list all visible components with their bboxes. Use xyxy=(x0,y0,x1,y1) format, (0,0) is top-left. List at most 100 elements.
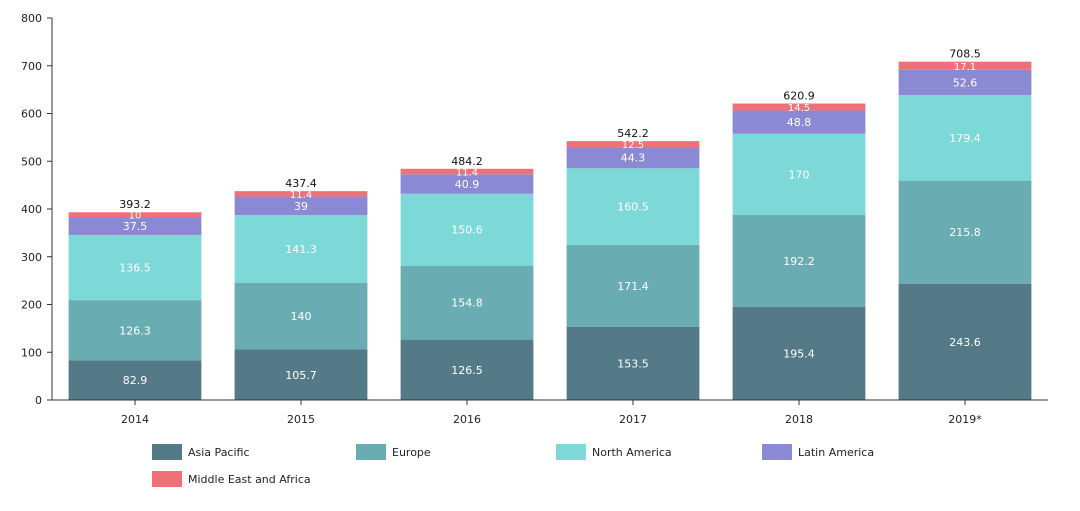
bar-segment xyxy=(732,133,866,215)
total-label: 620.9 xyxy=(783,90,815,103)
segment-label: 215.8 xyxy=(949,226,981,239)
segment-label: 154.8 xyxy=(451,297,483,310)
segment-label: 126.3 xyxy=(119,324,151,337)
total-label: 393.2 xyxy=(119,198,151,211)
legend-swatch xyxy=(152,471,182,487)
segment-label: 153.5 xyxy=(617,357,649,370)
bar-segment xyxy=(898,61,1032,70)
legend-item: Middle East and Africa xyxy=(152,471,311,487)
bar-segment xyxy=(68,212,202,218)
x-tick-label: 2019* xyxy=(948,413,982,426)
bar-segment xyxy=(68,300,202,361)
segment-label: 40.9 xyxy=(455,178,480,191)
y-tick-label: 700 xyxy=(21,60,42,73)
bar-segment xyxy=(732,103,866,111)
legend-item: Europe xyxy=(356,444,431,460)
bar-segment xyxy=(234,215,368,283)
segment-label: 150.6 xyxy=(451,224,483,237)
segment-label: 126.5 xyxy=(451,364,483,377)
segment-label: 140 xyxy=(291,310,312,323)
segment-label: 37.5 xyxy=(123,220,148,233)
bar-segment xyxy=(732,306,866,400)
y-tick-label: 100 xyxy=(21,346,42,359)
segment-label: 170 xyxy=(789,168,810,181)
segment-label: 105.7 xyxy=(285,369,317,382)
x-tick-label: 2014 xyxy=(121,413,149,426)
x-tick-label: 2018 xyxy=(785,413,813,426)
segment-label: 17.1 xyxy=(954,62,976,73)
x-tick-label: 2016 xyxy=(453,413,481,426)
segment-label: 48.8 xyxy=(787,116,812,129)
legend-swatch xyxy=(556,444,586,460)
legend-label: Europe xyxy=(392,445,431,459)
legend-swatch xyxy=(356,444,386,460)
y-tick-label: 500 xyxy=(21,155,42,168)
legend-item: Latin America xyxy=(762,444,874,460)
legend-item: North America xyxy=(556,444,672,460)
y-tick-label: 300 xyxy=(21,251,42,264)
segment-label: 136.5 xyxy=(119,262,151,275)
legend-item: Asia Pacific xyxy=(152,444,250,460)
segment-label: 192.2 xyxy=(783,255,815,268)
segment-label: 14.5 xyxy=(788,103,810,114)
x-tick-label: 2017 xyxy=(619,413,647,426)
bar-segment xyxy=(898,94,1032,181)
bar-segment xyxy=(732,214,866,307)
legend-label: Middle East and Africa xyxy=(188,472,311,486)
segment-label: 39 xyxy=(294,200,308,213)
bar-segment xyxy=(400,174,534,194)
segment-label: 82.9 xyxy=(123,374,148,387)
segment-label: 179.4 xyxy=(949,132,981,145)
segment-label: 10 xyxy=(129,211,142,222)
legend-swatch xyxy=(762,444,792,460)
y-tick-label: 0 xyxy=(35,394,42,407)
y-axis: 0 100 200 300 400 500 600 700 800 xyxy=(21,12,53,407)
bar-segment xyxy=(566,168,700,245)
bar-segment xyxy=(898,180,1032,284)
segment-label: 52.6 xyxy=(953,76,978,89)
legend-swatch xyxy=(152,444,182,460)
bar-segment xyxy=(732,110,866,134)
bar-segment xyxy=(566,141,700,148)
y-tick-label: 800 xyxy=(21,12,42,25)
total-label: 484.2 xyxy=(451,155,483,168)
y-tick-label: 200 xyxy=(21,299,42,312)
segment-label: 243.6 xyxy=(949,336,981,349)
segment-label: 12.5 xyxy=(622,140,644,151)
bar-segment xyxy=(566,244,700,327)
bar-segment xyxy=(898,283,1032,400)
segment-label: 11.4 xyxy=(290,190,312,201)
total-label: 542.2 xyxy=(617,127,649,140)
legend-label: Asia Pacific xyxy=(188,445,250,459)
bar-segment xyxy=(400,339,534,400)
segment-label: 11.4 xyxy=(456,168,478,179)
stacked-bar-chart: 0 100 200 300 400 500 600 700 800 82.9 126.3 136.5… xyxy=(21,12,1048,426)
segment-label: 195.4 xyxy=(783,347,815,360)
bar-segment xyxy=(898,69,1032,95)
bar-segment xyxy=(566,147,700,169)
y-tick-label: 400 xyxy=(21,203,42,216)
bar-segment xyxy=(400,265,534,340)
total-label: 437.4 xyxy=(285,177,317,190)
x-axis: 2014 2015 2016 2017 2018 2019* xyxy=(52,399,1048,426)
bar-segment xyxy=(234,196,368,216)
bar-segment xyxy=(68,360,202,400)
y-tick-label: 600 xyxy=(21,108,42,121)
bar-segment xyxy=(566,326,700,400)
segment-label: 171.4 xyxy=(617,280,649,293)
bar-segment xyxy=(68,234,202,301)
segment-label: 44.3 xyxy=(621,152,646,165)
segment-label: 141.3 xyxy=(285,243,317,256)
bar-segment xyxy=(234,191,368,197)
bar-segment xyxy=(400,168,534,175)
legend-label: Latin America xyxy=(798,445,875,459)
bar-segment xyxy=(234,282,368,350)
legend-label: North America xyxy=(592,445,672,459)
x-tick-label: 2015 xyxy=(287,413,315,426)
bar-segment xyxy=(68,217,202,235)
total-label: 708.5 xyxy=(949,48,981,61)
bar-segment xyxy=(234,349,368,400)
bar-segment xyxy=(400,193,534,266)
segment-label: 160.5 xyxy=(617,201,649,214)
